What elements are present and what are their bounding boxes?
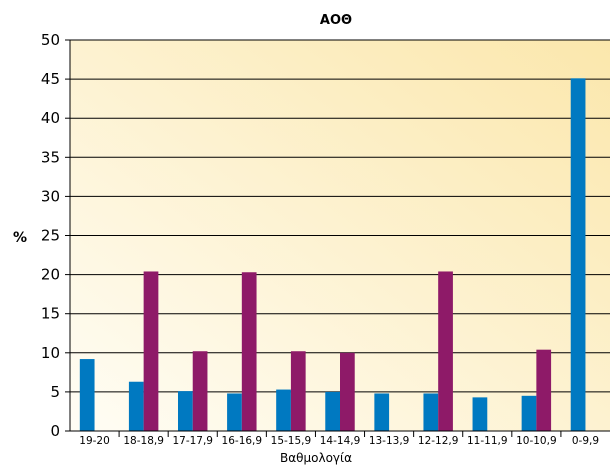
x-tick-label: 11-11,9 <box>467 435 508 447</box>
y-tick-label: 30 <box>41 187 60 205</box>
y-axis-ticks: 0 5 10 15 20 25 30 35 40 45 50 <box>41 31 70 440</box>
x-axis-ticks: 19-20 18-18,9 17-17,9 16-16,9 15-15,9 14-14,9… <box>79 431 599 447</box>
bar-series-2 <box>340 352 355 431</box>
bars <box>79 78 586 432</box>
y-tick-label: 10 <box>41 344 60 362</box>
bar-series-1 <box>178 391 193 431</box>
y-tick-label: 50 <box>41 31 60 49</box>
bar-series-1 <box>227 393 242 431</box>
y-tick-label: 40 <box>41 109 60 127</box>
bar-series-2 <box>290 351 306 431</box>
x-tick-label: 17-17,9 <box>172 435 213 447</box>
y-tick-label: 15 <box>41 305 60 323</box>
y-tick-label: 45 <box>41 70 60 88</box>
bar-series-1 <box>423 393 439 431</box>
x-tick-label: 13-13,9 <box>369 435 410 447</box>
x-tick-label: 14-14,9 <box>320 435 361 447</box>
y-axis-label: % <box>13 230 27 246</box>
bar-series-2 <box>536 349 552 431</box>
bar-series-1 <box>79 359 95 431</box>
bar-series-1 <box>276 389 291 431</box>
x-tick-label: 16-16,9 <box>222 435 263 447</box>
chart-title: ΑΟΘ <box>320 13 352 28</box>
y-tick-label: 20 <box>41 266 60 284</box>
bar-series-1 <box>325 391 340 431</box>
bar-series-1 <box>374 393 390 431</box>
bar-series-1 <box>128 381 144 431</box>
x-tick-label: 10-10,9 <box>516 435 557 447</box>
x-tick-label: 19-20 <box>79 435 110 447</box>
y-tick-label: 25 <box>41 227 60 245</box>
bar-series-1 <box>472 397 488 431</box>
bar-series-1 <box>570 78 586 432</box>
x-tick-label: 18-18,9 <box>123 435 164 447</box>
bar-series-2 <box>241 272 257 431</box>
bar-series-2 <box>143 271 159 431</box>
y-tick-label: 35 <box>41 148 60 166</box>
y-tick-label: 5 <box>50 383 60 401</box>
x-tick-label: 12-12,9 <box>418 435 459 447</box>
x-tick-label: 15-15,9 <box>271 435 312 447</box>
y-tick-label: 0 <box>50 422 60 440</box>
bar-series-2 <box>192 351 208 431</box>
bar-series-2 <box>438 271 453 431</box>
bar-series-1 <box>521 395 537 431</box>
x-axis-label: Βαθμολογία <box>280 451 352 465</box>
x-tick-label: 0-9,9 <box>572 435 599 447</box>
